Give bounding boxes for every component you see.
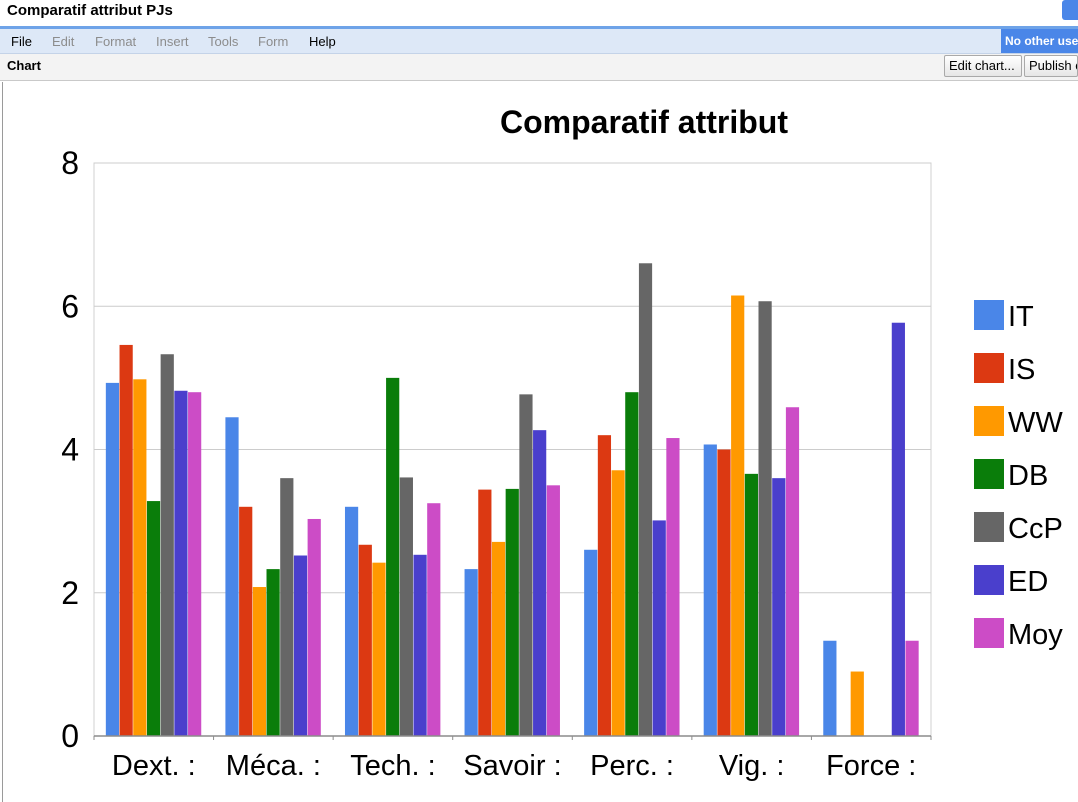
menu-edit[interactable]: Edit	[52, 34, 75, 49]
legend-swatch-it	[974, 300, 1004, 330]
bar-is	[358, 544, 372, 736]
bar-is	[239, 506, 253, 736]
legend-swatch-moy	[974, 618, 1004, 648]
bar-ww	[372, 562, 386, 736]
bar-db	[146, 501, 161, 736]
legend-label-db: DB	[1008, 460, 1048, 492]
bar-it	[344, 506, 359, 736]
bar-it	[823, 640, 837, 736]
bar-moy	[427, 503, 441, 736]
bar-it	[105, 382, 120, 736]
legend-swatch-ed	[974, 565, 1004, 595]
header-divider	[0, 26, 1078, 29]
legend-swatch-db	[974, 459, 1004, 489]
bar-ccp	[638, 263, 653, 736]
x-tick-label: Savoir :	[463, 750, 561, 782]
x-tick-label: Force :	[826, 750, 916, 782]
y-tick-label: 6	[61, 288, 79, 324]
bar-chart: 0 2 4 6 8 Comparatif attribut Dext. : Méca. : Te…	[61, 104, 1063, 782]
bar-moy	[546, 485, 560, 736]
menu-file[interactable]: File	[11, 34, 32, 49]
legend-swatch-ccp	[974, 512, 1004, 542]
legend-label-is: IS	[1008, 354, 1035, 386]
bar-db	[266, 569, 280, 736]
bar-ed	[652, 520, 666, 736]
bar-ed	[891, 322, 905, 736]
legend-label-it: IT	[1008, 301, 1034, 333]
bar-ed	[293, 555, 308, 736]
bar-ww	[611, 470, 625, 736]
bar-it	[584, 549, 598, 736]
bar-is	[119, 344, 133, 736]
menu-insert[interactable]: Insert	[156, 34, 189, 49]
edit-chart-button[interactable]: Edit chart...	[944, 55, 1022, 77]
bar-it	[703, 444, 717, 736]
bar-ed	[772, 478, 786, 736]
share-button[interactable]	[1062, 0, 1078, 20]
collaborators-status: No other use	[1001, 29, 1078, 53]
bar-ccp	[758, 301, 772, 736]
bar-it	[464, 569, 478, 736]
legend-label-ccp: CcP	[1008, 513, 1063, 545]
bar-ed	[174, 390, 188, 736]
bar-is	[478, 489, 492, 736]
bar-moy	[307, 518, 321, 736]
bar-db	[744, 473, 758, 736]
chart-toolbar: Chart Edit chart... Publish c	[0, 54, 1078, 81]
y-tick-label: 4	[61, 432, 79, 468]
y-tick-label: 8	[61, 145, 79, 181]
bar-ed	[413, 554, 427, 736]
menu-help[interactable]: Help	[309, 34, 336, 49]
menu-tools[interactable]: Tools	[208, 34, 239, 49]
bar-ccp	[519, 394, 533, 736]
bar-moy	[785, 407, 800, 736]
bar-ed	[533, 430, 547, 736]
sheet-label: Chart	[7, 58, 41, 73]
menu-bar: File Edit Format Insert Tools Form Help	[0, 29, 1078, 54]
x-tick-label: Méca. :	[226, 750, 321, 782]
bar-ww	[252, 587, 267, 736]
legend-label-moy: Moy	[1008, 619, 1063, 651]
y-tick-label: 2	[61, 575, 79, 611]
bar-ww	[731, 295, 745, 736]
bar-moy	[905, 640, 919, 736]
bar-ww	[850, 671, 864, 736]
bar-moy	[188, 392, 202, 736]
x-tick-label: Vig. :	[719, 750, 785, 782]
bar-ww	[491, 541, 506, 736]
y-tick-label: 0	[61, 718, 79, 754]
legend-swatch-is	[974, 353, 1004, 383]
title-bar: Comparatif attribut PJs	[0, 0, 1078, 26]
bar-ccp	[399, 477, 413, 736]
x-tick-label: Tech. :	[350, 750, 435, 782]
bar-it	[225, 417, 239, 736]
document-title: Comparatif attribut PJs	[7, 2, 173, 19]
x-tick-label: Dext. :	[112, 750, 196, 782]
chart-container: 0 2 4 6 8 Comparatif attribut Dext. : Méca. : Te…	[2, 82, 1078, 802]
chart-title: Comparatif attribut	[500, 104, 788, 140]
legend-label-ww: WW	[1008, 407, 1063, 439]
menu-form[interactable]: Form	[258, 34, 289, 49]
bar-is	[717, 449, 731, 736]
legend-label-ed: ED	[1008, 566, 1048, 598]
bar-ccp	[280, 478, 294, 736]
publish-chart-button[interactable]: Publish c	[1024, 55, 1078, 77]
legend-swatch-ww	[974, 406, 1004, 436]
bar-moy	[666, 438, 680, 736]
x-tick-label: Perc. :	[590, 750, 674, 782]
bar-db	[386, 377, 400, 736]
bar-ww	[133, 379, 147, 736]
bar-is	[597, 435, 612, 736]
menu-format[interactable]: Format	[95, 34, 137, 49]
bar-ccp	[160, 354, 174, 736]
bar-db	[505, 488, 519, 736]
bar-db	[625, 392, 639, 736]
